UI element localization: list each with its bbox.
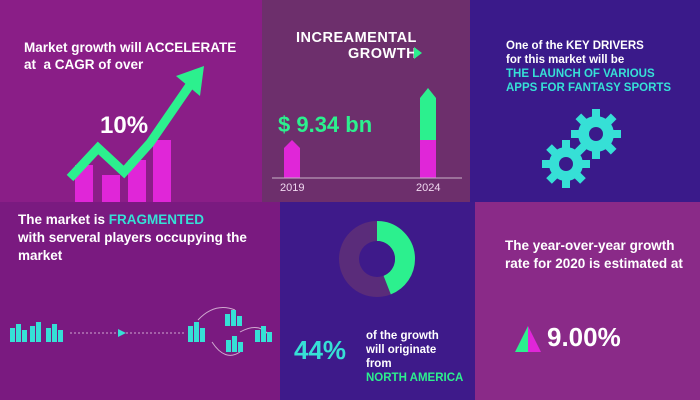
gears-icon bbox=[542, 109, 621, 188]
yoy-value: 9.00% bbox=[547, 322, 621, 352]
triangle-up-icon bbox=[515, 326, 541, 352]
bar-2024-bottom bbox=[420, 140, 436, 178]
drivers-line2: for this market will be bbox=[506, 54, 625, 66]
cagr-text-line1: Market growth will ACCELERATE bbox=[24, 40, 237, 55]
fragmented-line2: with serveral players occupying the bbox=[18, 230, 247, 245]
year-start-label: 2019 bbox=[280, 182, 305, 194]
regional-share-value: 44% bbox=[294, 335, 347, 365]
fragmented-highlight: FRAGMENTED bbox=[108, 212, 205, 227]
drivers-line1: One of the KEY DRIVERS bbox=[506, 40, 644, 52]
regional-line3: from bbox=[366, 358, 392, 370]
yoy-growth-panel: The year-over-year growth rate for 2020 … bbox=[475, 202, 700, 400]
drivers-highlight-line2: APPS FOR FANTASY SPORTS bbox=[506, 82, 672, 94]
players-network-icon bbox=[10, 307, 272, 356]
yoy-line1: The year-over-year growth bbox=[505, 238, 675, 253]
fragmented-line1-text: The market is bbox=[18, 212, 109, 227]
year-end-label: 2024 bbox=[416, 182, 441, 194]
regional-line2: will originate bbox=[366, 344, 437, 356]
bar-2024-top bbox=[420, 88, 436, 140]
donut-chart bbox=[339, 221, 415, 297]
cagr-value: 10% bbox=[100, 112, 149, 139]
fragmented-line1: The market is FRAGMENTED bbox=[18, 212, 204, 227]
drivers-highlight-line1: THE LAUNCH OF VARIOUS bbox=[506, 68, 655, 80]
incremental-growth-panel: INCREAMENTAL GROWTH $ 9.34 bn 2019 2024 bbox=[262, 0, 470, 202]
incremental-title-line1: INCREAMENTAL bbox=[296, 30, 417, 46]
regional-growth-panel: 44% of the growth will originate from NO… bbox=[280, 202, 475, 400]
regional-region: NORTH AMERICA bbox=[366, 372, 464, 384]
cagr-text-line2: at a CAGR of over bbox=[24, 57, 144, 72]
yoy-line2: rate for 2020 is estimated at bbox=[505, 256, 683, 271]
fragmented-line3: market bbox=[18, 248, 63, 263]
incremental-value: $ 9.34 bn bbox=[278, 112, 373, 137]
cagr-panel: Market growth will ACCELERATE at a CAGR … bbox=[0, 0, 262, 202]
play-arrow-icon bbox=[414, 47, 422, 59]
donut-segment-north-america bbox=[339, 221, 415, 297]
bar-2019 bbox=[284, 140, 300, 178]
key-drivers-panel: One of the KEY DRIVERS for this market w… bbox=[470, 0, 700, 202]
regional-line1: of the growth bbox=[366, 330, 439, 342]
fragmented-panel: The market is FRAGMENTED with serveral p… bbox=[0, 202, 280, 400]
growth-chart-icon bbox=[66, 66, 204, 202]
incremental-chart-icon bbox=[272, 47, 462, 179]
incremental-title-line2: GROWTH bbox=[348, 46, 418, 62]
